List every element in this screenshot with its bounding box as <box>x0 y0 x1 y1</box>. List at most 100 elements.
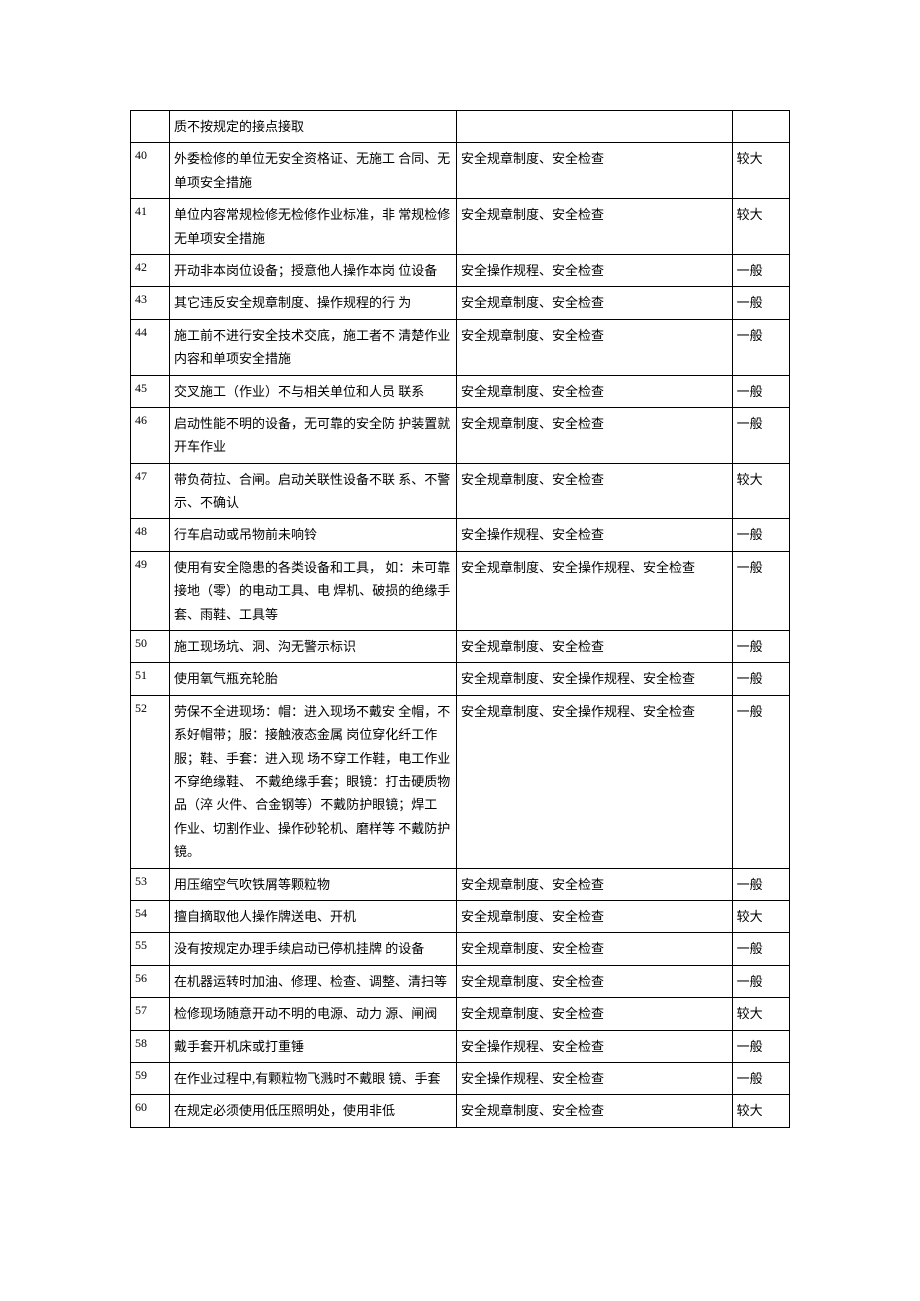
risk-level: 一般 <box>732 519 789 551</box>
table-row: 48行车启动或吊物前未响铃安全操作规程、安全检查一般 <box>131 519 790 551</box>
row-number: 54 <box>131 900 170 932</box>
control-measure: 安全规章制度、安全检查 <box>457 375 733 407</box>
control-measure: 安全规章制度、安全检查 <box>457 868 733 900</box>
risk-level <box>732 111 789 143</box>
row-number: 45 <box>131 375 170 407</box>
risk-level: 较大 <box>732 143 789 199</box>
risk-level: 较大 <box>732 900 789 932</box>
hazard-description: 启动性能不明的设备，无可靠的安全防 护装置就开车作业 <box>170 407 457 463</box>
risk-level: 一般 <box>732 868 789 900</box>
table-row: 49使用有安全隐患的各类设备和工具， 如：未可靠接地（零）的电动工具、电 焊机、… <box>131 551 790 630</box>
row-number: 40 <box>131 143 170 199</box>
control-measure: 安全规章制度、安全检查 <box>457 143 733 199</box>
control-measure: 安全规章制度、安全操作规程、安全检查 <box>457 695 733 868</box>
risk-level: 较大 <box>732 463 789 519</box>
table-row: 57检修现场随意开动不明的电源、动力 源、闸阀安全规章制度、安全检查较大 <box>131 998 790 1030</box>
risk-level: 一般 <box>732 1030 789 1062</box>
control-measure: 安全操作规程、安全检查 <box>457 1030 733 1062</box>
risk-level: 较大 <box>732 1095 789 1127</box>
hazard-description: 在机器运转时加油、修理、检查、调整、清扫等 <box>170 965 457 997</box>
control-measure: 安全规章制度、安全检查 <box>457 287 733 319</box>
risk-level: 一般 <box>732 551 789 630</box>
risk-level: 较大 <box>732 998 789 1030</box>
table-row: 56在机器运转时加油、修理、检查、调整、清扫等安全规章制度、安全检查一般 <box>131 965 790 997</box>
hazard-description: 使用有安全隐患的各类设备和工具， 如：未可靠接地（零）的电动工具、电 焊机、破损… <box>170 551 457 630</box>
row-number: 60 <box>131 1095 170 1127</box>
hazard-description: 开动非本岗位设备；授意他人操作本岗 位设备 <box>170 254 457 286</box>
table-row: 54擅自摘取他人操作牌送电、开机安全规章制度、安全检查较大 <box>131 900 790 932</box>
row-number: 53 <box>131 868 170 900</box>
hazard-description: 施工现场坑、洞、沟无警示标识 <box>170 631 457 663</box>
hazard-description: 质不按规定的接点接取 <box>170 111 457 143</box>
row-number: 42 <box>131 254 170 286</box>
table-row: 52劳保不全进现场：帽：进入现场不戴安 全帽，不系好帽带；服：接触液态金属 岗位… <box>131 695 790 868</box>
table-row: 质不按规定的接点接取 <box>131 111 790 143</box>
row-number: 41 <box>131 199 170 255</box>
control-measure: 安全规章制度、安全检查 <box>457 965 733 997</box>
risk-level: 较大 <box>732 199 789 255</box>
row-number: 47 <box>131 463 170 519</box>
control-measure <box>457 111 733 143</box>
table-row: 53用压缩空气吹铁屑等颗粒物安全规章制度、安全检查一般 <box>131 868 790 900</box>
table-row: 51使用氧气瓶充轮胎安全规章制度、安全操作规程、安全检查一般 <box>131 663 790 695</box>
control-measure: 安全操作规程、安全检查 <box>457 1062 733 1094</box>
risk-level: 一般 <box>732 695 789 868</box>
hazard-description: 戴手套开机床或打重锤 <box>170 1030 457 1062</box>
table-row: 46启动性能不明的设备，无可靠的安全防 护装置就开车作业安全规章制度、安全检查一… <box>131 407 790 463</box>
table-row: 42开动非本岗位设备；授意他人操作本岗 位设备安全操作规程、安全检查一般 <box>131 254 790 286</box>
row-number: 46 <box>131 407 170 463</box>
control-measure: 安全规章制度、安全检查 <box>457 199 733 255</box>
hazard-description: 没有按规定办理手续启动已停机挂牌 的设备 <box>170 933 457 965</box>
control-measure: 安全规章制度、安全检查 <box>457 998 733 1030</box>
table-row: 44施工前不进行安全技术交底，施工者不 清楚作业内容和单项安全措施安全规章制度、… <box>131 319 790 375</box>
control-measure: 安全规章制度、安全操作规程、安全检查 <box>457 663 733 695</box>
hazard-description: 在作业过程中,有颗粒物飞溅时不戴眼 镜、手套 <box>170 1062 457 1094</box>
control-measure: 安全规章制度、安全检查 <box>457 319 733 375</box>
hazard-description: 使用氧气瓶充轮胎 <box>170 663 457 695</box>
table-row: 45交叉施工（作业）不与相关单位和人员 联系安全规章制度、安全检查一般 <box>131 375 790 407</box>
row-number: 50 <box>131 631 170 663</box>
control-measure: 安全规章制度、安全操作规程、安全检查 <box>457 551 733 630</box>
table-row: 58戴手套开机床或打重锤安全操作规程、安全检查一般 <box>131 1030 790 1062</box>
table-row: 60在规定必须使用低压照明处，使用非低安全规章制度、安全检查较大 <box>131 1095 790 1127</box>
risk-level: 一般 <box>732 663 789 695</box>
hazard-description: 交叉施工（作业）不与相关单位和人员 联系 <box>170 375 457 407</box>
control-measure: 安全规章制度、安全检查 <box>457 631 733 663</box>
row-number: 49 <box>131 551 170 630</box>
hazard-description: 行车启动或吊物前未响铃 <box>170 519 457 551</box>
control-measure: 安全操作规程、安全检查 <box>457 519 733 551</box>
table-row: 47带负荷拉、合闸。启动关联性设备不联 系、不警示、不确认安全规章制度、安全检查… <box>131 463 790 519</box>
row-number: 57 <box>131 998 170 1030</box>
table-row: 59在作业过程中,有颗粒物飞溅时不戴眼 镜、手套安全操作规程、安全检查一般 <box>131 1062 790 1094</box>
hazard-description: 用压缩空气吹铁屑等颗粒物 <box>170 868 457 900</box>
row-number: 55 <box>131 933 170 965</box>
hazard-description: 在规定必须使用低压照明处，使用非低 <box>170 1095 457 1127</box>
table-row: 55没有按规定办理手续启动已停机挂牌 的设备安全规章制度、安全检查一般 <box>131 933 790 965</box>
hazard-description: 检修现场随意开动不明的电源、动力 源、闸阀 <box>170 998 457 1030</box>
hazard-description: 劳保不全进现场：帽：进入现场不戴安 全帽，不系好帽带；服：接触液态金属 岗位穿化… <box>170 695 457 868</box>
table-row: 40外委检修的单位无安全资格证、无施工 合同、无单项安全措施安全规章制度、安全检… <box>131 143 790 199</box>
control-measure: 安全规章制度、安全检查 <box>457 463 733 519</box>
hazard-description: 带负荷拉、合闸。启动关联性设备不联 系、不警示、不确认 <box>170 463 457 519</box>
row-number: 56 <box>131 965 170 997</box>
row-number: 44 <box>131 319 170 375</box>
row-number: 58 <box>131 1030 170 1062</box>
table-body: 质不按规定的接点接取40外委检修的单位无安全资格证、无施工 合同、无单项安全措施… <box>131 111 790 1128</box>
hazard-description: 外委检修的单位无安全资格证、无施工 合同、无单项安全措施 <box>170 143 457 199</box>
row-number: 59 <box>131 1062 170 1094</box>
hazard-description: 擅自摘取他人操作牌送电、开机 <box>170 900 457 932</box>
risk-level: 一般 <box>732 287 789 319</box>
control-measure: 安全规章制度、安全检查 <box>457 933 733 965</box>
document-page: 质不按规定的接点接取40外委检修的单位无安全资格证、无施工 合同、无单项安全措施… <box>0 0 920 1168</box>
table-row: 41单位内容常规检修无检修作业标准，非 常规检修无单项安全措施安全规章制度、安全… <box>131 199 790 255</box>
hazard-description: 施工前不进行安全技术交底，施工者不 清楚作业内容和单项安全措施 <box>170 319 457 375</box>
control-measure: 安全操作规程、安全检查 <box>457 254 733 286</box>
row-number: 48 <box>131 519 170 551</box>
hazard-description: 单位内容常规检修无检修作业标准，非 常规检修无单项安全措施 <box>170 199 457 255</box>
risk-level: 一般 <box>732 319 789 375</box>
risk-level: 一般 <box>732 965 789 997</box>
hazard-description: 其它违反安全规章制度、操作规程的行 为 <box>170 287 457 319</box>
control-measure: 安全规章制度、安全检查 <box>457 900 733 932</box>
row-number <box>131 111 170 143</box>
table-row: 50施工现场坑、洞、沟无警示标识安全规章制度、安全检查一般 <box>131 631 790 663</box>
